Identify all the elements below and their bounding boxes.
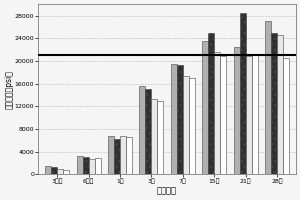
Bar: [88, 159, 94, 174]
Bar: [265, 21, 271, 174]
Bar: [114, 139, 120, 174]
Bar: [140, 86, 146, 174]
Bar: [277, 35, 283, 174]
Bar: [63, 170, 69, 174]
Bar: [51, 167, 57, 174]
X-axis label: 固化时间: 固化时间: [157, 187, 177, 196]
Bar: [158, 101, 163, 174]
Bar: [77, 156, 82, 174]
Bar: [246, 56, 252, 174]
Bar: [177, 65, 183, 174]
Bar: [189, 78, 195, 174]
Bar: [271, 33, 277, 174]
Bar: [183, 76, 189, 174]
Bar: [120, 136, 126, 174]
Bar: [152, 99, 158, 174]
Bar: [171, 64, 177, 174]
Bar: [202, 41, 208, 174]
Bar: [240, 13, 246, 174]
Bar: [220, 56, 226, 174]
Bar: [82, 157, 88, 174]
Bar: [108, 136, 114, 174]
Bar: [146, 89, 152, 174]
Bar: [57, 169, 63, 174]
Bar: [283, 58, 289, 174]
Bar: [252, 55, 257, 174]
Y-axis label: 抗压强度（psi）: 抗压强度（psi）: [4, 70, 13, 109]
Bar: [234, 47, 240, 174]
Bar: [208, 33, 214, 174]
Bar: [94, 158, 100, 174]
Bar: [214, 52, 220, 174]
Bar: [126, 137, 132, 174]
Bar: [45, 166, 51, 174]
